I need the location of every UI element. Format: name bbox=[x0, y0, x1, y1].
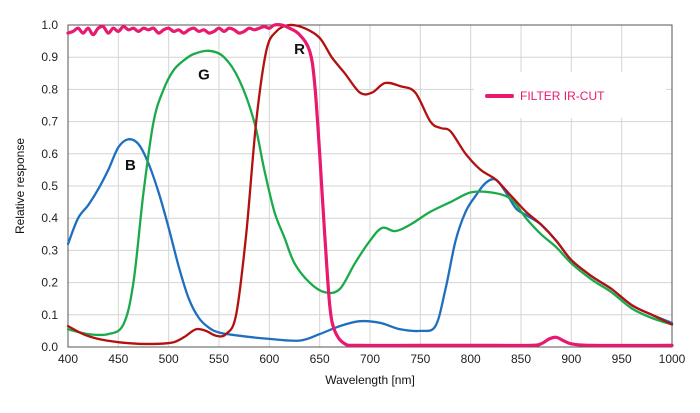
y-tick-label: 0.8 bbox=[41, 82, 58, 96]
series-line-ircut bbox=[66, 23, 674, 348]
x-tick-label: 1000 bbox=[659, 352, 686, 366]
x-tick-labels: 400 450 500 550 600 650 700 750 800 850 900 950 1000 bbox=[58, 352, 686, 366]
y-tick-label: 0.6 bbox=[41, 147, 58, 161]
x-axis-title: Wavelength [nm] bbox=[325, 373, 415, 387]
curve-label-b: B bbox=[125, 157, 136, 174]
legend-label: FILTER IR-CUT bbox=[520, 89, 605, 103]
y-tick-label: 0.1 bbox=[41, 308, 58, 322]
y-tick-label: 0.5 bbox=[41, 179, 58, 193]
x-tick-label: 650 bbox=[310, 352, 330, 366]
x-tick-label: 600 bbox=[259, 352, 279, 366]
x-tick-label: 850 bbox=[511, 352, 531, 366]
x-tick-label: 550 bbox=[209, 352, 229, 366]
curve-labels: B G R bbox=[125, 41, 305, 174]
x-tick-label: 700 bbox=[360, 352, 380, 366]
curve-label-g: G bbox=[198, 67, 210, 84]
y-tick-label: 0.2 bbox=[41, 276, 58, 290]
x-tick-label: 800 bbox=[461, 352, 481, 366]
curve-label-r: R bbox=[294, 41, 305, 58]
x-tick-label: 400 bbox=[58, 352, 78, 366]
y-tick-label: 1.0 bbox=[41, 18, 58, 32]
x-tick-label: 450 bbox=[108, 352, 128, 366]
series-line-red bbox=[66, 23, 674, 346]
y-tick-label: 0.3 bbox=[41, 243, 58, 257]
y-tick-label: 0.9 bbox=[41, 50, 58, 64]
y-axis-title: Relative response bbox=[13, 138, 27, 234]
series-layer bbox=[66, 23, 674, 348]
y-tick-label: 0.7 bbox=[41, 115, 58, 129]
y-tick-labels: 0.0 0.1 0.2 0.3 0.4 0.5 0.6 0.7 0.8 0.9 1.0 bbox=[41, 18, 58, 354]
series-line-green bbox=[66, 49, 674, 337]
x-tick-label: 900 bbox=[561, 352, 581, 366]
y-tick-label: 0.0 bbox=[41, 340, 58, 354]
x-tick-label: 750 bbox=[410, 352, 430, 366]
x-tick-label: 950 bbox=[612, 352, 632, 366]
y-tick-label: 0.4 bbox=[41, 211, 58, 225]
legend: FILTER IR-CUT bbox=[474, 72, 666, 118]
x-tick-label: 500 bbox=[159, 352, 179, 366]
